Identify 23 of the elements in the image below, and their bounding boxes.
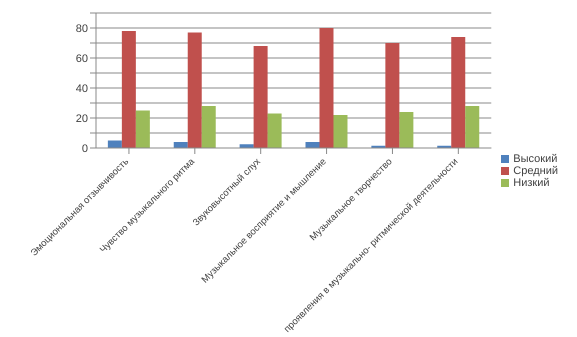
bar [254,46,268,148]
bar [188,32,202,148]
bar [136,110,150,148]
legend-label: Средний [513,164,558,176]
bar [202,106,216,148]
y-tick-label: 40 [76,82,88,95]
bar [174,142,188,148]
y-tick-label: 20 [76,112,88,125]
y-tick-label: 60 [76,52,88,65]
legend-label: Низкий [513,176,550,188]
bar [333,115,348,148]
bar [451,37,466,148]
bar [268,114,282,148]
y-tick-label: 80 [76,22,88,35]
y-tick-label: 0 [82,142,88,155]
bar [385,43,400,148]
bar [465,106,480,148]
bar [122,31,136,148]
bar [399,112,414,148]
bar [108,140,122,148]
bar [305,142,320,148]
bar [319,28,334,148]
legend-label: Высокий [513,152,558,164]
